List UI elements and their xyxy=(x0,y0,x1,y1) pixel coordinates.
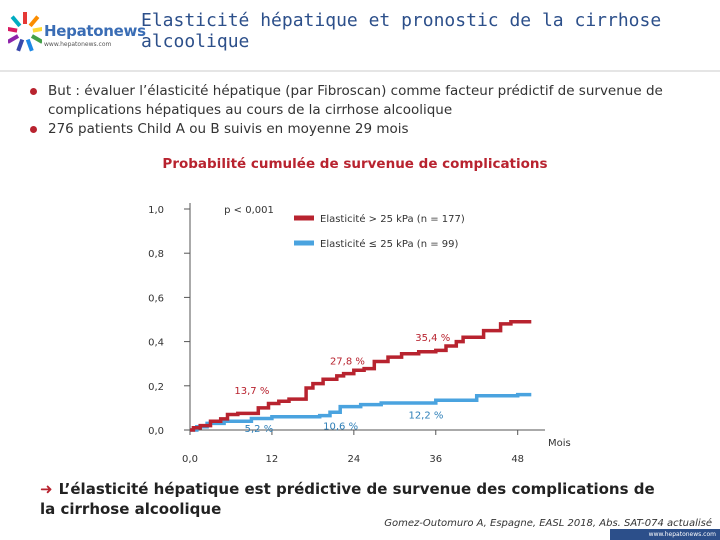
citation: Gomez-Outomuro A, Espagne, EASL 2018, Ab… xyxy=(384,518,712,529)
x-tick-label: 24 xyxy=(347,454,360,465)
logo-name: Hepatonews xyxy=(44,22,146,40)
logo-burst-icon xyxy=(8,12,42,52)
y-tick-label: 0,2 xyxy=(148,382,164,393)
data-label: 10,6 % xyxy=(323,422,358,433)
legend-label: Elasticité ≤ 25 kPa (n = 99) xyxy=(320,238,459,250)
bullet-item: But : évaluer l’élasticité hépatique (pa… xyxy=(26,82,716,120)
series-line-low xyxy=(190,392,532,432)
conclusion: ➜ L’élasticité hépatique est prédictive d… xyxy=(40,479,660,519)
data-label: 13,7 % xyxy=(234,386,269,397)
series-line-high xyxy=(190,319,532,432)
y-tick-label: 1,0 xyxy=(148,205,164,216)
logo-url: www.hepatonews.com xyxy=(44,41,112,48)
x-tick-label: 0,0 xyxy=(182,454,198,465)
x-axis-label: Mois xyxy=(548,438,571,449)
data-label: 12,2 % xyxy=(408,411,443,422)
bullet-list: But : évaluer l’élasticité hépatique (pa… xyxy=(26,82,716,139)
x-tick-label: 48 xyxy=(511,454,524,465)
header-divider xyxy=(0,70,720,72)
y-tick-label: 0,6 xyxy=(148,293,164,304)
hepatonews-logo[interactable]: Hepatonews www.hepatonews.com xyxy=(8,8,146,56)
data-label: p < 0,001 xyxy=(224,205,274,216)
arrow-right-icon: ➜ xyxy=(40,480,53,498)
x-tick-label: 36 xyxy=(429,454,442,465)
page-title: Elasticité hépatique et pronostic de la … xyxy=(141,10,662,52)
footer-url[interactable]: www.hepatonews.com xyxy=(610,529,720,540)
conclusion-text: L’élasticité hépatique est prédictive de… xyxy=(40,480,655,518)
y-tick-label: 0,0 xyxy=(148,426,164,437)
data-label: 5,2 % xyxy=(245,424,274,435)
chart-title: Probabilité cumulée de survenue de compl… xyxy=(162,156,548,172)
x-tick-label: 12 xyxy=(266,454,279,465)
legend-label: Elasticité > 25 kPa (n = 177) xyxy=(320,213,465,225)
data-label: 35,4 % xyxy=(415,333,450,344)
bullet-item: 276 patients Child A ou B suivis en moye… xyxy=(26,120,716,139)
data-label: 27,8 % xyxy=(330,356,365,367)
y-tick-label: 0,8 xyxy=(148,249,164,260)
y-tick-label: 0,4 xyxy=(148,338,164,349)
